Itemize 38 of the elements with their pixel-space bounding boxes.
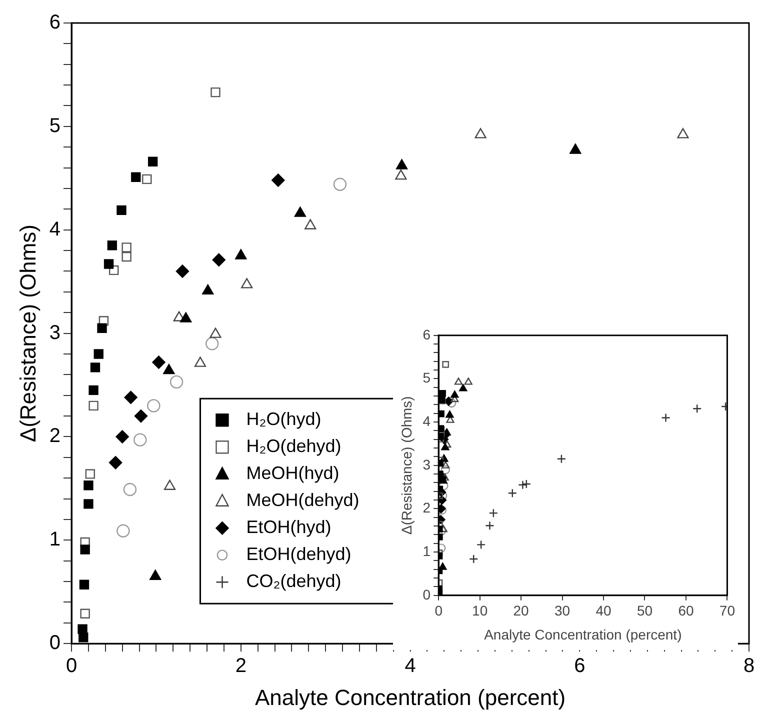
legend-label: MeOH(hyd) bbox=[246, 463, 340, 484]
y-tick-label: 1 bbox=[49, 528, 61, 551]
legend-label: H₂O(hyd) bbox=[246, 409, 322, 430]
x-axis-title: Analyte Concentration (percent) bbox=[254, 684, 566, 710]
y-axis-title: Δ(Resistance) (Ohms) bbox=[398, 396, 414, 535]
y-tick-label: 2 bbox=[49, 425, 61, 448]
y-tick-label: 6 bbox=[422, 326, 431, 342]
x-tick-label: 0 bbox=[66, 655, 78, 678]
legend-label: H₂O(dehyd) bbox=[246, 436, 342, 456]
x-tick-label: 8 bbox=[743, 655, 755, 678]
y-tick-label: 5 bbox=[422, 370, 431, 386]
x-tick-label: 50 bbox=[636, 602, 653, 619]
x-tick-label: 20 bbox=[513, 602, 530, 619]
y-tick-label: 1 bbox=[422, 542, 431, 559]
x-tick-label: 4 bbox=[404, 655, 416, 678]
legend-label: EtOH(dehyd) bbox=[246, 544, 352, 564]
y-tick-label: 2 bbox=[422, 500, 431, 516]
x-tick-label: 60 bbox=[678, 602, 694, 619]
y-tick-label: 4 bbox=[49, 218, 61, 240]
x-tick-label: 30 bbox=[554, 602, 570, 619]
y-tick-label: 6 bbox=[49, 12, 61, 34]
y-tick-label: 5 bbox=[49, 114, 61, 137]
legend-label: CO₂(dehyd) bbox=[246, 571, 342, 592]
x-axis-title: Analyte Concentration (percent) bbox=[484, 626, 682, 642]
legend-label: MeOH(dehyd) bbox=[246, 490, 360, 510]
y-axis-title: Δ(Resistance) (Ohms) bbox=[15, 224, 40, 442]
y-tick-label: 4 bbox=[422, 412, 431, 429]
x-tick-label: 40 bbox=[596, 602, 612, 619]
legend-label: EtOH(hyd) bbox=[246, 517, 332, 538]
y-tick-label: 3 bbox=[49, 322, 61, 344]
x-tick-label: 70 bbox=[719, 602, 736, 619]
y-tick-label: 0 bbox=[49, 632, 61, 654]
y-tick-label: 3 bbox=[422, 456, 431, 472]
x-tick-label: 2 bbox=[235, 655, 246, 678]
x-tick-label: 0 bbox=[434, 602, 443, 619]
x-tick-label: 6 bbox=[574, 655, 586, 678]
x-tick-label: 10 bbox=[472, 602, 488, 619]
y-tick-label: 0 bbox=[422, 586, 431, 602]
